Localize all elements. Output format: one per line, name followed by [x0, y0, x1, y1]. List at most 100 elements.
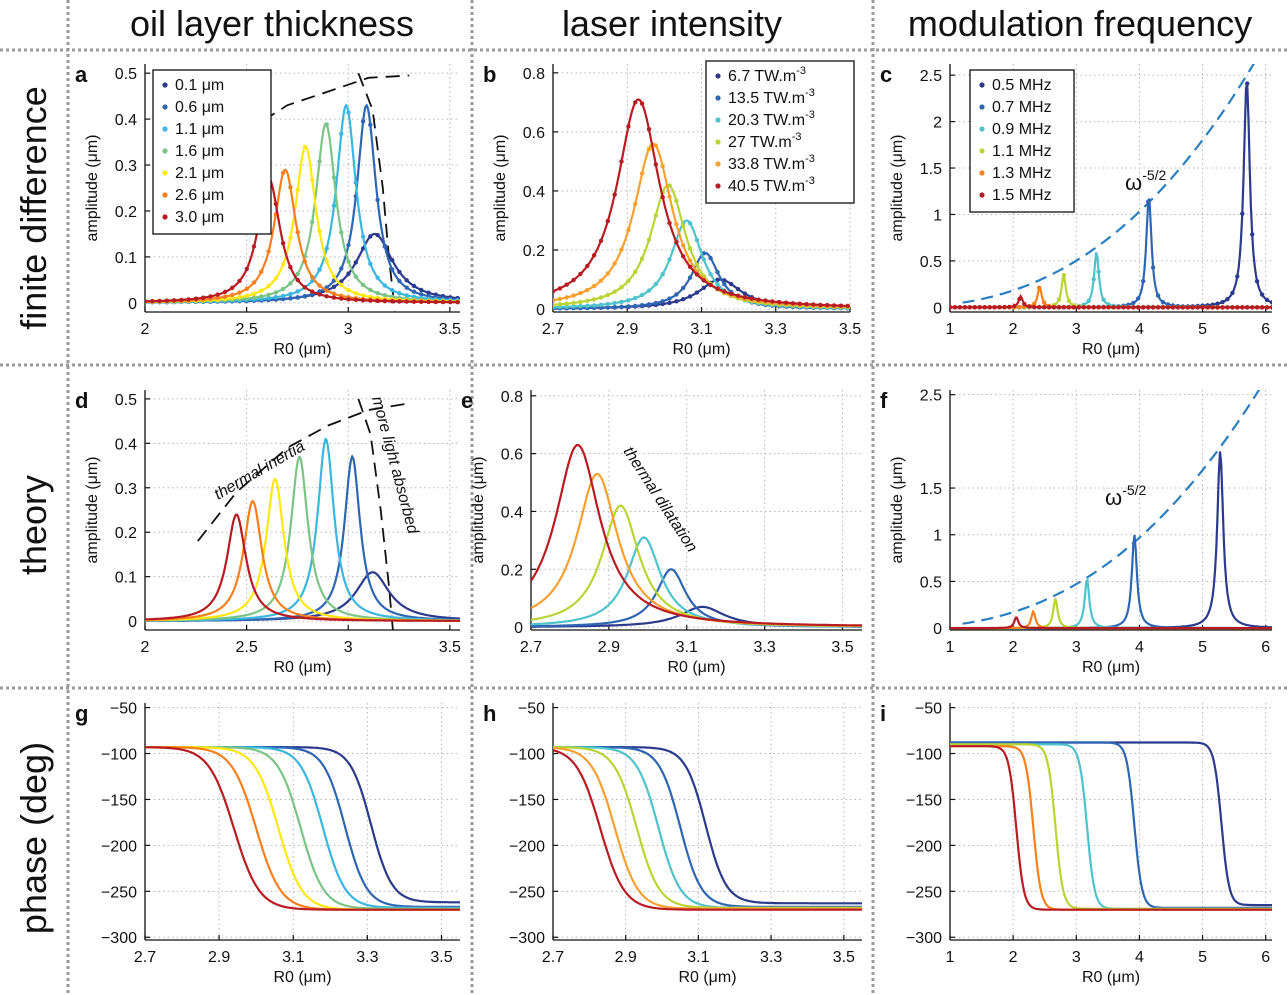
- series-line: [950, 198, 1272, 309]
- series-marker: [368, 287, 373, 293]
- legend-entry: 1.5 MHz: [992, 187, 1052, 204]
- series-marker: [1235, 305, 1240, 310]
- series-marker: [360, 298, 366, 303]
- series-marker: [553, 289, 556, 294]
- series-marker: [295, 230, 300, 235]
- series-marker: [639, 171, 645, 176]
- annotation-more-light-absorbed: more light absorbed: [368, 395, 421, 537]
- legend-entry: 3.0 μm: [175, 209, 224, 226]
- y-tick-label: −200: [906, 838, 942, 855]
- series-marker: [1180, 305, 1186, 310]
- series-marker: [646, 237, 652, 242]
- series-marker: [251, 244, 257, 249]
- series-marker: [375, 232, 380, 238]
- legend-c: 0.5 MHz 0.7 MHz 0.9 MHz 1.1 MHz 1.3 MHz 1.5 M…: [969, 69, 1075, 213]
- series-marker: [302, 293, 308, 299]
- series-marker: [1136, 296, 1141, 301]
- series-marker: [433, 299, 438, 305]
- series-marker: [346, 271, 351, 276]
- series-marker: [667, 220, 672, 226]
- series-marker: [1220, 305, 1225, 310]
- series-marker: [1150, 265, 1156, 270]
- x-tick-label: 3: [1072, 949, 1081, 966]
- x-tick-label: 3.1: [687, 949, 709, 966]
- series-marker: [331, 295, 337, 300]
- legend-marker: [979, 192, 985, 198]
- legend-marker: [979, 104, 985, 110]
- series-marker: [317, 292, 322, 297]
- phase-series-line: [145, 746, 460, 909]
- panel-label-c: c: [880, 62, 892, 87]
- y-tick-label: −200: [509, 838, 545, 855]
- series-marker: [1264, 305, 1270, 310]
- series-line: [950, 598, 1272, 630]
- series-marker: [735, 293, 741, 298]
- series-marker: [186, 297, 191, 302]
- gridlines-e: [530, 390, 862, 630]
- x-axis-label-c: R0 (μm): [1082, 341, 1140, 358]
- series-marker: [977, 305, 982, 310]
- series-marker: [952, 305, 958, 310]
- phase-series-line: [950, 741, 1272, 909]
- series-marker: [215, 292, 220, 297]
- y-tick-label: −150: [509, 792, 545, 809]
- series-marker: [1096, 305, 1101, 310]
- series-marker: [1240, 305, 1245, 310]
- series-marker: [222, 294, 228, 299]
- series-marker: [598, 295, 604, 300]
- series-marker: [612, 300, 617, 306]
- x-axis-label-a: R0 (μm): [273, 341, 331, 358]
- series-marker: [404, 299, 409, 304]
- y-axis-label-a: amplitude (μm): [84, 134, 101, 241]
- series-marker: [553, 302, 556, 308]
- series-marker: [353, 260, 358, 265]
- series-marker: [1091, 277, 1096, 282]
- series-marker: [612, 192, 617, 197]
- series-marker: [1032, 304, 1037, 310]
- series-marker: [1220, 299, 1225, 305]
- legend-box: [969, 69, 1075, 213]
- series-marker: [1160, 305, 1166, 310]
- legend-entry: 27 TW.m-3: [728, 131, 802, 151]
- series-marker: [411, 299, 417, 304]
- legend-entry: 6.7 TW.m-3: [728, 65, 806, 85]
- x-tick-label: 2.9: [616, 321, 638, 338]
- series-marker: [339, 230, 344, 235]
- series-marker: [962, 305, 968, 310]
- series-marker: [382, 293, 388, 298]
- panel-h: 2.7 2.9 3.1 3.3 3.5 −300 −250 −200 −150 −100 −50 R0…: [483, 701, 862, 986]
- legend-entry: 40.5 TW.m-3: [728, 175, 815, 195]
- series-marker: [1051, 305, 1057, 310]
- plot-area-a: [145, 72, 460, 312]
- series-marker: [346, 259, 351, 264]
- x-tick-label: 3.1: [282, 949, 304, 966]
- legend-b: 6.7 TW.m-313.5 TW.m-320.3 TW.m-327 TW.m-…: [705, 60, 855, 204]
- y-tick-label: −100: [906, 747, 942, 764]
- series-line: [531, 536, 862, 628]
- y-tick-label: −250: [906, 884, 942, 901]
- series-marker: [346, 242, 351, 248]
- y-tick-label: 0: [514, 620, 523, 637]
- y-tick-label: 0.3: [115, 158, 137, 175]
- series-marker: [1245, 305, 1250, 310]
- y-tick-label: 1.5: [920, 481, 942, 498]
- series-marker: [145, 299, 148, 304]
- x-tick-label: 2.7: [542, 321, 564, 338]
- series-marker: [201, 295, 206, 300]
- panel-label-g: g: [75, 701, 88, 726]
- series-marker: [331, 291, 337, 296]
- series-marker: [646, 127, 652, 132]
- x-tick-label: 6: [1261, 321, 1270, 338]
- series-marker: [997, 305, 1002, 310]
- series-marker: [591, 253, 597, 258]
- series-marker: [1136, 305, 1141, 310]
- series-marker: [1141, 305, 1146, 310]
- series-marker: [331, 284, 337, 289]
- boundary-dashed-line: [357, 398, 394, 630]
- series-marker: [1230, 290, 1235, 296]
- series-marker: [598, 302, 604, 307]
- series-marker: [1190, 305, 1195, 310]
- x-tick-label: 2.5: [235, 321, 257, 338]
- series-marker: [571, 277, 576, 283]
